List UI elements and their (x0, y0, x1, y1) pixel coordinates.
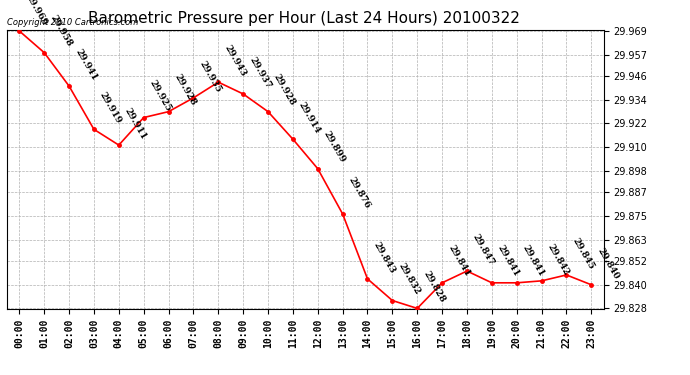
Text: 29.928: 29.928 (172, 73, 198, 108)
Text: 29.841: 29.841 (521, 244, 546, 279)
Text: 29.943: 29.943 (222, 43, 248, 78)
Text: 29.925: 29.925 (148, 79, 173, 113)
Text: 29.840: 29.840 (595, 246, 620, 280)
Text: 29.841: 29.841 (496, 244, 521, 279)
Text: 29.911: 29.911 (123, 106, 148, 141)
Text: 29.928: 29.928 (272, 73, 297, 108)
Text: 29.828: 29.828 (422, 270, 446, 304)
Text: Copyright 2010 Cartronics.com: Copyright 2010 Cartronics.com (7, 18, 138, 27)
Text: 29.847: 29.847 (471, 232, 496, 267)
Text: 29.969: 29.969 (23, 0, 49, 27)
Text: 29.958: 29.958 (48, 14, 74, 48)
Text: 29.935: 29.935 (197, 59, 223, 94)
Text: 29.845: 29.845 (571, 236, 595, 271)
Text: 29.899: 29.899 (322, 130, 347, 165)
Text: 29.937: 29.937 (247, 55, 273, 90)
Text: 29.841: 29.841 (446, 244, 471, 279)
Text: 29.843: 29.843 (372, 240, 397, 275)
Text: 29.832: 29.832 (397, 262, 422, 296)
Text: 29.914: 29.914 (297, 100, 322, 135)
Text: 29.941: 29.941 (73, 47, 99, 82)
Text: Barometric Pressure per Hour (Last 24 Hours) 20100322: Barometric Pressure per Hour (Last 24 Ho… (88, 11, 520, 26)
Text: 29.842: 29.842 (546, 242, 571, 277)
Text: 29.876: 29.876 (347, 175, 372, 210)
Text: 29.919: 29.919 (98, 90, 124, 125)
